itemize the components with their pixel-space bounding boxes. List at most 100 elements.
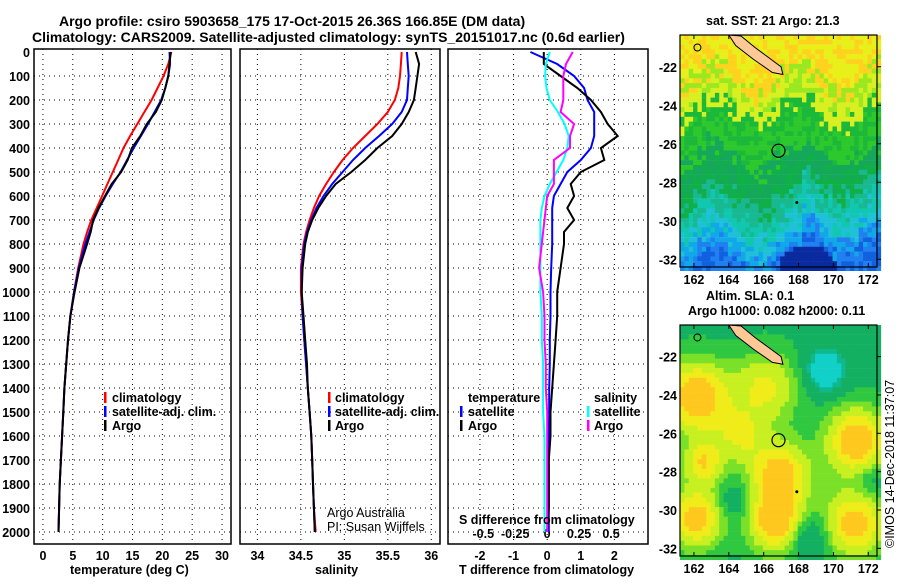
map-cell — [836, 78, 842, 84]
map-cell — [775, 193, 781, 199]
map-cell — [762, 189, 768, 194]
map-cell — [784, 478, 790, 484]
map-cell — [836, 193, 842, 199]
map-cell — [863, 555, 869, 560]
map-cell — [793, 246, 799, 252]
map-cell — [789, 430, 794, 436]
map-cell — [815, 174, 821, 180]
map-cell — [823, 97, 829, 103]
map-cell — [688, 174, 694, 180]
map-cell — [736, 478, 742, 484]
map-cell — [797, 116, 803, 122]
map-cell — [876, 121, 882, 127]
map-cell — [845, 526, 851, 532]
map-cell — [767, 83, 773, 89]
map-cell — [836, 102, 842, 108]
map-cell — [684, 459, 690, 465]
map-cell — [876, 266, 882, 271]
map-cell — [823, 531, 829, 537]
map-cell — [836, 339, 842, 345]
map-cell — [832, 112, 838, 117]
map-cell — [858, 545, 864, 551]
map-cell — [745, 387, 751, 393]
map-cell — [741, 430, 746, 436]
map-cell — [871, 492, 877, 498]
map-cell — [867, 440, 873, 445]
map-cell — [688, 468, 694, 474]
map-cell — [806, 261, 812, 267]
map-cell — [797, 507, 803, 513]
map-cell — [819, 329, 825, 335]
map-cell — [850, 155, 855, 161]
map-cell — [832, 487, 838, 493]
map-cell — [845, 222, 851, 228]
map-cell — [806, 54, 812, 60]
map-cell — [701, 193, 707, 199]
map-cell — [736, 406, 742, 412]
s-diff-tick-label: -0.5 — [473, 527, 495, 541]
map-cell — [767, 511, 773, 517]
map-cell — [732, 387, 738, 393]
map-cell — [832, 406, 838, 412]
map-cell — [867, 266, 873, 271]
map-cell — [784, 325, 790, 330]
map-cell — [845, 325, 851, 330]
map-cell — [793, 392, 799, 398]
map-cell — [789, 459, 794, 465]
map-cell — [810, 440, 816, 445]
map-cell — [749, 526, 755, 532]
map-cell — [710, 339, 716, 345]
map-cell — [710, 459, 716, 465]
map-cell — [688, 425, 694, 431]
map-cell — [850, 497, 855, 503]
map-cell — [749, 266, 755, 271]
map-cell — [828, 266, 834, 271]
map-cell — [815, 511, 821, 517]
map-cell — [762, 325, 768, 330]
map-cell — [749, 454, 755, 460]
map-cell — [714, 358, 720, 364]
map-cell — [845, 459, 851, 465]
map-cell — [680, 468, 685, 474]
map-cell — [736, 155, 742, 161]
map-cell — [754, 217, 760, 223]
map-cell — [793, 440, 799, 445]
map-cell — [858, 454, 864, 460]
map-cell — [736, 73, 742, 79]
map-cell — [806, 430, 812, 436]
map-cell — [841, 392, 847, 398]
map-cell — [710, 454, 716, 460]
map-cell — [832, 150, 838, 156]
map-cell — [680, 160, 685, 166]
map-cell — [815, 454, 821, 460]
map-cell — [850, 222, 855, 228]
map-cell — [693, 237, 699, 243]
map-cell — [701, 459, 707, 465]
map-cell — [789, 266, 794, 271]
map-cell — [863, 382, 869, 388]
map-cell — [832, 59, 838, 65]
map-cell — [767, 150, 773, 156]
map-cell — [754, 545, 760, 551]
map-cell — [841, 261, 847, 267]
map-cell — [693, 179, 699, 185]
map-cell — [789, 213, 794, 219]
map-cell — [876, 478, 882, 484]
map-cell — [836, 217, 842, 223]
map-cell — [815, 363, 821, 369]
map-cell — [802, 237, 807, 243]
map-cell — [727, 358, 733, 364]
map-cell — [810, 78, 816, 84]
map-cell — [736, 246, 742, 252]
map-cell — [789, 377, 794, 383]
map-cell — [854, 126, 860, 132]
map-cell — [871, 246, 877, 252]
map-cell — [815, 377, 821, 383]
map-cell — [832, 411, 838, 417]
map-cell — [863, 92, 869, 98]
map-cell — [819, 521, 825, 527]
map-cell — [850, 44, 855, 50]
map-cell — [845, 145, 851, 151]
map-cell — [828, 246, 834, 252]
map-cell — [819, 39, 825, 45]
